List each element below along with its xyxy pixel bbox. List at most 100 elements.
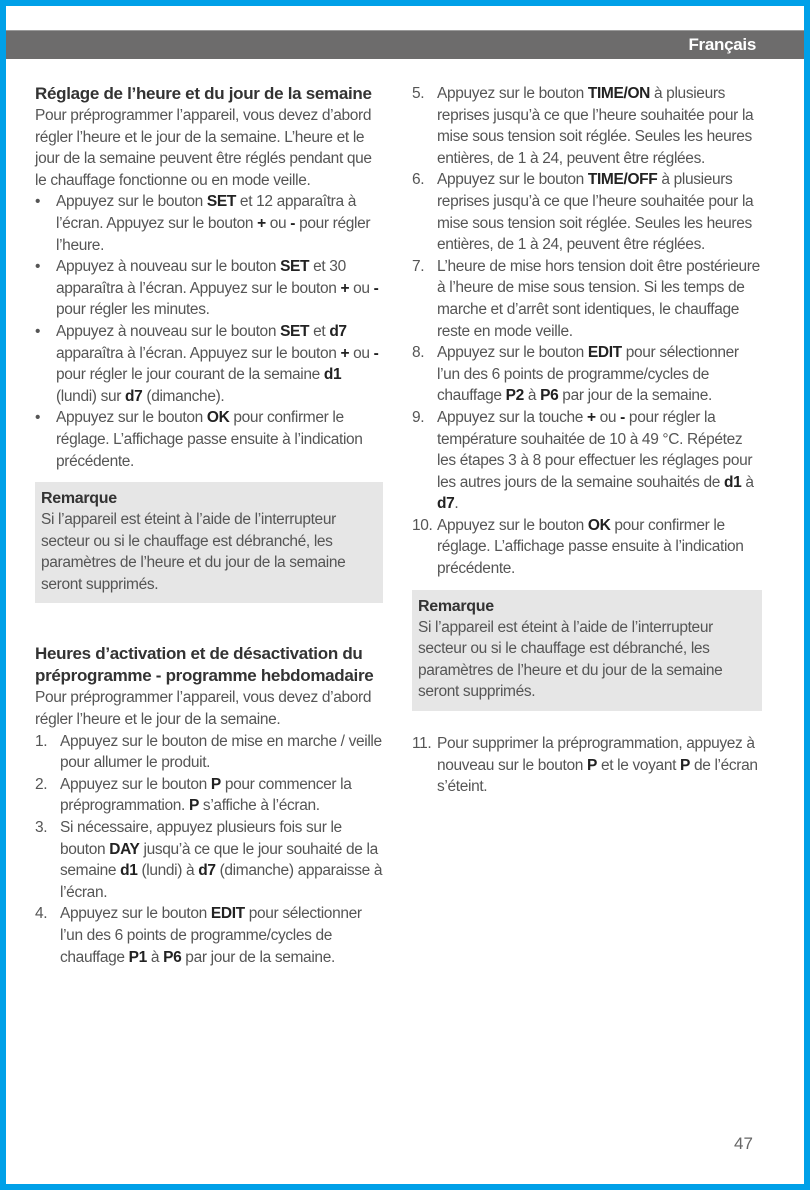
step-item: 2. Appuyez sur le bouton P pour commencer… — [35, 774, 383, 817]
text-run: pour sélectionner l’un des 6 points de p… — [60, 905, 362, 966]
step-list: 1. Appuyez sur le bouton de mise en march… — [35, 731, 383, 969]
right-column: 5. Appuyez sur le bouton TIME/ON à plusie… — [412, 83, 762, 798]
bold-term: SET — [206, 193, 236, 211]
text-run: et — [309, 322, 330, 340]
text-run: Appuyez à nouveau sur le bouton — [56, 322, 281, 340]
text-run: ou — [349, 279, 374, 297]
bold-term: P — [210, 775, 221, 793]
text-run: Appuyez sur le bouton — [56, 193, 207, 211]
text-run: Appuyez à nouveau sur le bouton — [56, 258, 281, 276]
text-run: Appuyez sur le bouton — [437, 171, 588, 189]
note-text: Si l’appareil est éteint à l’aide de l’i… — [41, 511, 346, 593]
text-run: (dimanche) apparaisse à l’écran. — [60, 862, 383, 901]
page-number: 47 — [734, 1134, 753, 1153]
step-list: 5. Appuyez sur le bouton TIME/ON à plusie… — [412, 83, 762, 580]
text-run: par jour de la semaine. — [181, 948, 335, 966]
step-list: 11. Pour supprimer la préprogrammation, a… — [412, 733, 762, 798]
step-number: 7. — [412, 257, 425, 275]
bold-term: d1 — [724, 473, 742, 491]
text-run: . — [454, 495, 459, 513]
bold-term: TIME/OFF — [587, 171, 658, 189]
left-column: Réglage de l’heure et du jour de la sema… — [35, 83, 383, 968]
bold-term: P — [680, 756, 690, 774]
text-run: à plusieurs reprises jusqu’à ce que l’he… — [437, 85, 754, 167]
step-item: 4. Appuyez sur le bouton EDIT pour sélect… — [35, 903, 383, 968]
text-run: Appuyez sur le bouton — [56, 409, 207, 427]
text-run: à — [741, 473, 754, 491]
text-run: (lundi) à — [137, 862, 199, 880]
section-title: Réglage de l’heure et du jour de la sema… — [35, 84, 372, 103]
step-item: 5. Appuyez sur le bouton TIME/ON à plusie… — [412, 83, 762, 169]
bold-term: EDIT — [587, 344, 622, 362]
text-run: pour régler le jour courant de la semain… — [56, 366, 324, 384]
text-run: de l’écran s’éteint. — [437, 756, 758, 796]
text-run: pour régler les minutes. — [56, 301, 210, 319]
note-title: Remarque — [41, 490, 117, 508]
section-title: Heures d’activation et de désactivation … — [35, 644, 374, 686]
step-number: 5. — [412, 85, 425, 102]
section-intro: Pour préprogrammer l’appareil, vous deve… — [35, 107, 372, 189]
step-item: 7. L’heure de mise hors tension doit être… — [412, 256, 762, 342]
text-run: Appuyez sur le bouton de mise en marche … — [60, 732, 382, 772]
bold-term: + — [340, 344, 350, 362]
text-run: et 12 apparaîtra à l’écran. Appuyez sur … — [56, 193, 356, 232]
text-run: à — [146, 948, 164, 966]
text-run: pour sélectionner l’un des 6 points de p… — [437, 344, 739, 405]
bold-term: d7 — [329, 322, 347, 340]
text-run: pour confirmer le réglage. L’affichage p… — [56, 409, 363, 470]
text-run: ou — [349, 344, 374, 362]
bold-term: - — [373, 279, 379, 297]
text-run: apparaîtra à l’écran. Appuyez sur le bou… — [56, 344, 341, 362]
text-run: ou — [265, 214, 291, 232]
step-item: 3. Si nécessaire, appuyez plusieurs fois … — [35, 817, 383, 903]
text-run: s’affiche à l’écran. — [198, 797, 320, 815]
note-box: Remarque Si l’appareil est éteint à l’ai… — [412, 589, 762, 712]
step-number: 6. — [412, 171, 425, 189]
bold-term: P1 — [128, 948, 148, 966]
bold-term: - — [290, 214, 296, 232]
step-number: 8. — [412, 344, 425, 362]
bullet-item: Appuyez à nouveau sur le bouton SET et 3… — [35, 256, 383, 321]
text-run: (lundi) sur — [56, 387, 126, 405]
text-run: Appuyez sur la touche — [437, 408, 587, 426]
bold-term: d7 — [125, 387, 143, 405]
text-run: jusqu’à ce que le jour souhaité de la se… — [60, 840, 378, 880]
step-number: 4. — [35, 905, 48, 923]
text-run: Appuyez sur le bouton — [60, 905, 211, 923]
step-item: 8. Appuyez sur le bouton EDIT pour sélect… — [412, 342, 762, 407]
text-run: pour confirmer le réglage. L’affichage p… — [437, 516, 744, 578]
bold-term: - — [373, 344, 379, 362]
note-title: Remarque — [418, 597, 494, 615]
step-item: 9. Appuyez sur la touche + ou - pour régl… — [412, 407, 762, 515]
bold-term: P — [587, 756, 598, 774]
bold-term: - — [620, 408, 625, 426]
note-box: Remarque Si l’appareil est éteint à l’ai… — [35, 482, 383, 604]
bold-term: + — [257, 214, 266, 232]
bold-term: + — [340, 279, 350, 297]
step-item: 6. Appuyez sur le bouton TIME/OFF à plusi… — [412, 169, 762, 255]
bold-term: OK — [587, 516, 611, 534]
text-run: Appuyez sur le bouton — [437, 344, 588, 362]
text-run: pour régler l’heure. — [56, 214, 371, 254]
bold-term: P6 — [163, 948, 182, 966]
bold-term: OK — [206, 409, 230, 427]
text-run: à — [523, 387, 541, 405]
step-number: 10. — [412, 516, 433, 534]
bold-term: TIME/ON — [587, 85, 650, 102]
bold-term: SET — [280, 322, 310, 340]
step-number: 1. — [35, 732, 48, 750]
bold-term: P2 — [505, 387, 525, 405]
text-run: Appuyez sur le bouton — [437, 516, 588, 534]
language-header-bar: Français — [6, 30, 804, 59]
bold-term: d7 — [437, 495, 455, 513]
bold-term: d1 — [323, 366, 342, 384]
step-number: 11. — [412, 735, 432, 753]
text-run: (dimanche). — [142, 387, 225, 405]
bullet-list: Appuyez sur le bouton SET et 12 apparaît… — [35, 191, 383, 472]
bold-term: d1 — [120, 862, 138, 880]
step-item: 1. Appuyez sur le bouton de mise en march… — [35, 731, 383, 774]
text-run: et le voyant — [597, 756, 680, 774]
bold-term: d7 — [198, 862, 216, 880]
bold-term: DAY — [109, 840, 140, 858]
step-item: 11. Pour supprimer la préprogrammation, a… — [412, 733, 762, 798]
